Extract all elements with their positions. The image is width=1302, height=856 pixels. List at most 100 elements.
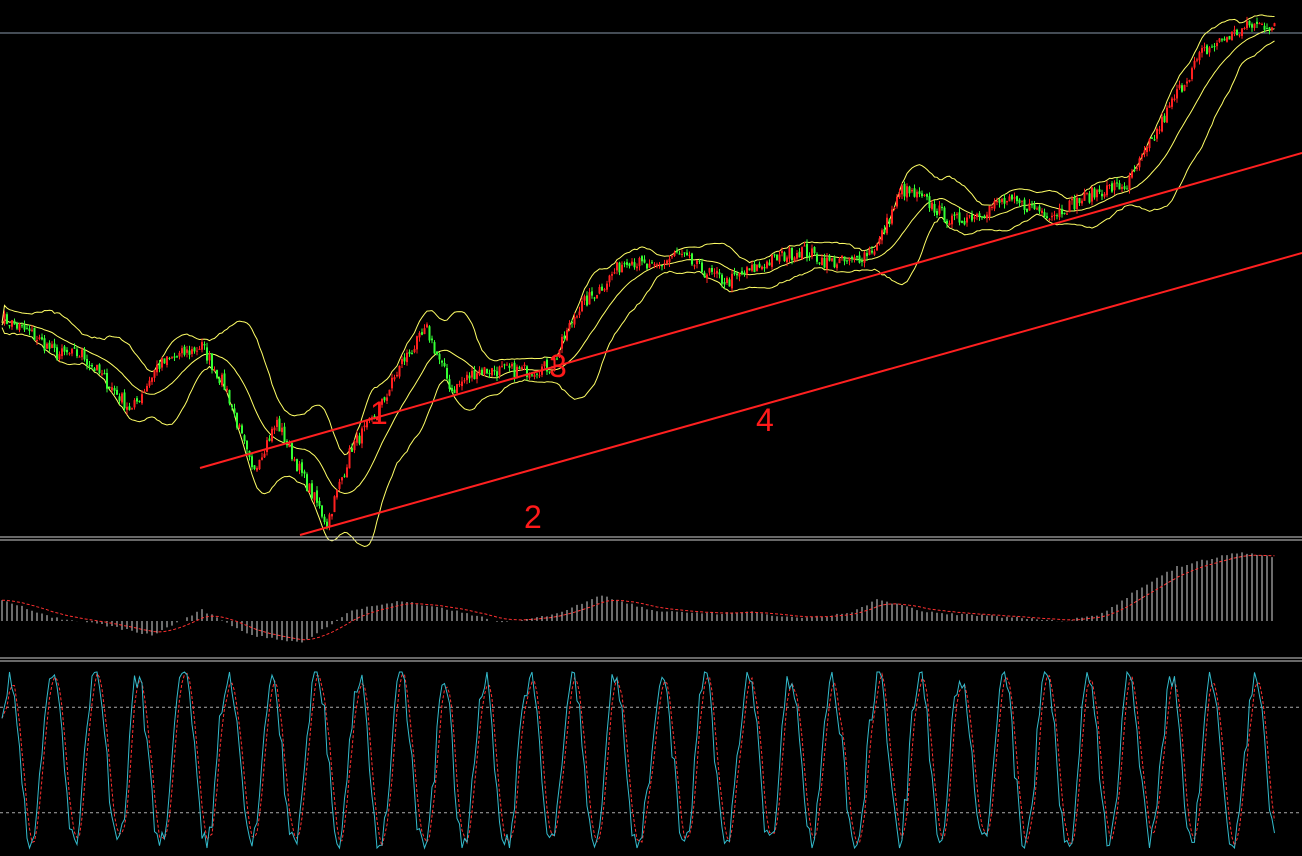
candle-body — [1141, 154, 1143, 158]
candle-body — [533, 374, 536, 377]
candle-body — [461, 381, 463, 387]
candle-body — [146, 385, 148, 392]
candle-body — [506, 364, 508, 366]
candle-body — [258, 459, 261, 470]
candle-body — [271, 428, 273, 442]
candle-body — [1108, 184, 1111, 186]
candle-body — [1171, 98, 1173, 107]
candle-body — [881, 230, 883, 241]
candle-body — [1018, 199, 1021, 204]
candle-body — [983, 215, 986, 217]
candle-body — [471, 370, 473, 378]
candle-body — [1078, 198, 1081, 204]
candle-body — [581, 301, 583, 312]
candle-body — [756, 264, 758, 271]
candle-body — [1063, 212, 1066, 215]
candle-body — [916, 191, 918, 198]
candle-body — [1251, 24, 1253, 28]
candle-body — [486, 368, 488, 374]
candle-body — [226, 388, 228, 391]
candle-body — [943, 207, 946, 223]
candle-body — [833, 257, 836, 268]
candle-body — [233, 408, 236, 414]
candle-body — [348, 448, 351, 469]
candle-body — [878, 238, 881, 245]
candle-body — [1086, 192, 1088, 194]
candle-body — [503, 364, 506, 366]
candle-body — [1196, 59, 1198, 61]
candle-body — [36, 340, 38, 342]
candle-body — [596, 294, 598, 299]
candle-body — [1216, 43, 1218, 47]
channel-label: 2 — [524, 499, 542, 535]
candle-body — [418, 332, 421, 338]
candle-body — [176, 356, 178, 358]
candle-body — [933, 203, 936, 213]
candle-body — [926, 194, 928, 197]
candle-body — [213, 369, 216, 371]
candle-body — [1238, 34, 1241, 36]
candle-body — [93, 368, 96, 372]
candle-body — [1001, 198, 1003, 202]
candle-body — [481, 369, 483, 375]
candle-body — [931, 202, 933, 210]
candle-body — [1028, 203, 1031, 211]
candle-body — [683, 252, 686, 254]
candle-body — [103, 373, 106, 375]
candle-body — [558, 350, 561, 357]
candle-body — [1268, 27, 1271, 31]
candle-body — [488, 373, 491, 375]
candle-body — [898, 193, 901, 198]
candle-body — [483, 367, 486, 374]
candle-body — [991, 207, 993, 209]
candle-body — [848, 258, 851, 261]
candle-body — [1226, 37, 1228, 42]
candle-body — [693, 265, 696, 267]
candle-body — [566, 330, 568, 341]
candle-body — [996, 200, 998, 203]
candle-body — [1116, 182, 1118, 184]
candle-body — [831, 258, 833, 261]
candle-body — [1126, 188, 1128, 190]
candle-body — [1068, 200, 1071, 213]
candle-body — [941, 207, 943, 209]
candle-body — [403, 357, 406, 362]
candle-body — [261, 457, 263, 460]
candle-body — [173, 356, 176, 358]
candle-body — [266, 440, 268, 452]
candle-body — [138, 400, 141, 402]
candle-body — [636, 266, 638, 269]
candle-body — [1161, 117, 1163, 132]
candle-body — [733, 272, 736, 275]
candle-body — [163, 358, 166, 364]
candle-body — [808, 255, 811, 258]
candle-body — [178, 352, 181, 357]
candle-body — [23, 324, 26, 330]
candle-body — [901, 185, 903, 195]
candle-body — [291, 443, 293, 460]
candle-body — [81, 349, 83, 358]
candle-body — [753, 263, 756, 273]
candle-body — [661, 265, 663, 267]
candle-body — [13, 320, 16, 325]
candle-body — [971, 214, 973, 221]
candle-body — [571, 322, 573, 324]
candle-body — [828, 255, 831, 261]
candle-body — [696, 260, 698, 265]
candle-body — [1181, 85, 1183, 92]
candle-body — [603, 289, 606, 291]
candle-body — [651, 262, 653, 264]
candle-body — [408, 351, 411, 354]
candle-body — [336, 489, 338, 498]
candle-body — [1201, 48, 1203, 53]
candle-body — [1203, 47, 1206, 49]
candle-body — [513, 362, 516, 378]
candle-body — [668, 258, 671, 263]
candle-body — [121, 393, 123, 403]
macd-panel — [1, 552, 1275, 643]
candle-body — [648, 263, 651, 268]
candle-body — [166, 356, 168, 365]
candle-body — [276, 419, 278, 427]
candle-body — [31, 329, 33, 331]
